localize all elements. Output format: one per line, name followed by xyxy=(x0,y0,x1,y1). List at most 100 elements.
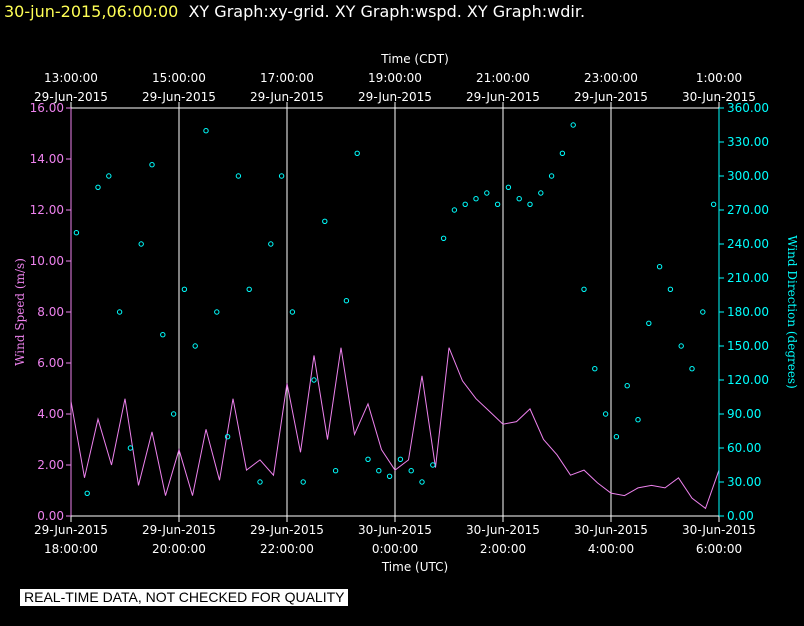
left-tick-label: 14.00 xyxy=(30,152,64,166)
wind-direction-point xyxy=(592,366,598,372)
right-tick-label: 210.00 xyxy=(727,271,769,285)
page-title: 30-jun-2015,06:00:00 XY Graph:xy-grid. X… xyxy=(4,2,585,21)
top-tick-date: 29-Jun-2015 xyxy=(574,90,648,104)
wind-direction-point xyxy=(365,456,371,462)
wind-direction-point xyxy=(386,473,393,479)
wind-direction-point xyxy=(224,434,231,440)
wind-direction-series xyxy=(73,122,717,496)
right-tick-label: 180.00 xyxy=(727,305,769,319)
wind-direction-point xyxy=(257,479,263,485)
wind-direction-point xyxy=(170,411,177,417)
left-tick-label: 4.00 xyxy=(37,407,64,421)
wind-direction-point xyxy=(602,411,609,417)
bottom-tick-label: 22:00:00 xyxy=(260,542,314,556)
wind-direction-point xyxy=(106,173,112,179)
bottom-tick-label: 18:00:00 xyxy=(44,542,98,556)
wind-direction-point xyxy=(505,184,512,191)
wind-direction-point xyxy=(300,479,306,485)
right-tick-label: 120.00 xyxy=(727,373,769,387)
wind-direction-point xyxy=(484,190,490,196)
bottom-tick-date: 29-Jun-2015 xyxy=(142,523,216,537)
wind-direction-point xyxy=(667,286,674,292)
wind-direction-point xyxy=(451,207,458,213)
left-tick-label: 10.00 xyxy=(30,254,64,268)
wind-direction-point xyxy=(646,320,652,326)
bottom-tick-label: 2:00:00 xyxy=(480,542,526,556)
left-tick-label: 8.00 xyxy=(37,305,64,319)
wind-direction-point xyxy=(268,241,274,247)
left-tick-label: 6.00 xyxy=(37,356,64,370)
wind-direction-point xyxy=(419,479,425,485)
right-tick-label: 60.00 xyxy=(727,441,761,455)
wind-direction-point xyxy=(343,298,350,304)
right-tick-label: 270.00 xyxy=(727,203,769,217)
bottom-tick-date: 29-Jun-2015 xyxy=(34,523,108,537)
wind-direction-point xyxy=(656,264,663,270)
wind-direction-point xyxy=(516,196,522,202)
wind-direction-point xyxy=(376,468,382,474)
right-tick-label: 300.00 xyxy=(727,169,769,183)
left-tick-label: 16.00 xyxy=(30,101,64,115)
wind-direction-point xyxy=(116,309,123,315)
wind-direction-point xyxy=(635,417,641,423)
right-tick-label: 30.00 xyxy=(727,475,761,489)
bottom-tick-label: 4:00:00 xyxy=(588,542,634,556)
axes xyxy=(66,102,724,522)
top-tick-label: 21:00:00 xyxy=(476,71,530,85)
wind-direction-point xyxy=(538,190,544,196)
wind-direction-point xyxy=(332,468,339,474)
top-tick-date: 29-Jun-2015 xyxy=(34,90,108,104)
wind-direction-point xyxy=(160,332,166,338)
right-tick-label: 240.00 xyxy=(727,237,769,251)
bottom-tick-date: 29-Jun-2015 xyxy=(250,523,324,537)
wind-direction-point xyxy=(710,201,717,208)
top-tick-date: 29-Jun-2015 xyxy=(250,90,324,104)
wind-direction-point xyxy=(700,309,706,315)
top-tick-date: 29-Jun-2015 xyxy=(142,90,216,104)
top-tick-date: 30-Jun-2015 xyxy=(682,90,756,104)
right-tick-label: 150.00 xyxy=(727,339,769,353)
wind-direction-point xyxy=(289,309,296,315)
left-axis-label: Wind Speed (m/s) xyxy=(13,258,27,366)
wind-speed-series xyxy=(70,347,720,510)
right-tick-label: 90.00 xyxy=(727,407,761,421)
top-tick-label: 15:00:00 xyxy=(152,71,206,85)
wind-direction-point xyxy=(192,343,198,349)
top-tick-label: 17:00:00 xyxy=(260,71,314,85)
bottom-tick-date: 30-Jun-2015 xyxy=(682,523,756,537)
bottom-tick-label: 0:00:00 xyxy=(372,542,418,556)
wind-direction-point xyxy=(462,201,468,208)
wind-direction-point xyxy=(84,490,90,496)
wind-direction-point xyxy=(548,173,555,179)
wind-direction-point xyxy=(473,196,479,202)
bottom-tick-date: 30-Jun-2015 xyxy=(358,523,432,537)
wind-direction-point xyxy=(181,286,188,292)
top-tick-date: 29-Jun-2015 xyxy=(466,90,540,104)
bottom-tick-label: 6:00:00 xyxy=(696,542,742,556)
wind-direction-point xyxy=(678,343,684,349)
wind-direction-point xyxy=(73,230,80,236)
wind-direction-point xyxy=(440,235,447,242)
left-tick-label: 12.00 xyxy=(30,203,64,217)
wind-direction-point xyxy=(581,286,587,292)
top-tick-label: 13:00:00 xyxy=(44,71,98,85)
wind-direction-point xyxy=(311,377,317,383)
bottom-tick-label: 20:00:00 xyxy=(152,542,206,556)
wind-direction-point xyxy=(559,150,566,157)
left-tick-label: 0.00 xyxy=(37,509,64,523)
top-tick-label: 23:00:00 xyxy=(584,71,638,85)
wind-direction-point xyxy=(149,162,155,168)
bottom-axis-label: Time (UTC) xyxy=(381,560,448,574)
wind-direction-point xyxy=(95,184,101,191)
wind-direction-point xyxy=(138,241,144,247)
bottom-tick-date: 30-Jun-2015 xyxy=(574,523,648,537)
wind-direction-point xyxy=(613,434,620,440)
wind-direction-point xyxy=(494,201,501,208)
wind-direction-point xyxy=(624,383,630,389)
timestamp: 30-jun-2015,06:00:00 xyxy=(4,2,179,21)
wind-direction-point xyxy=(278,173,285,179)
quality-notice: REAL-TIME DATA, NOT CHECKED FOR QUALITY xyxy=(20,589,349,606)
wind-speed-line xyxy=(70,347,720,510)
wind-direction-point xyxy=(127,445,134,451)
